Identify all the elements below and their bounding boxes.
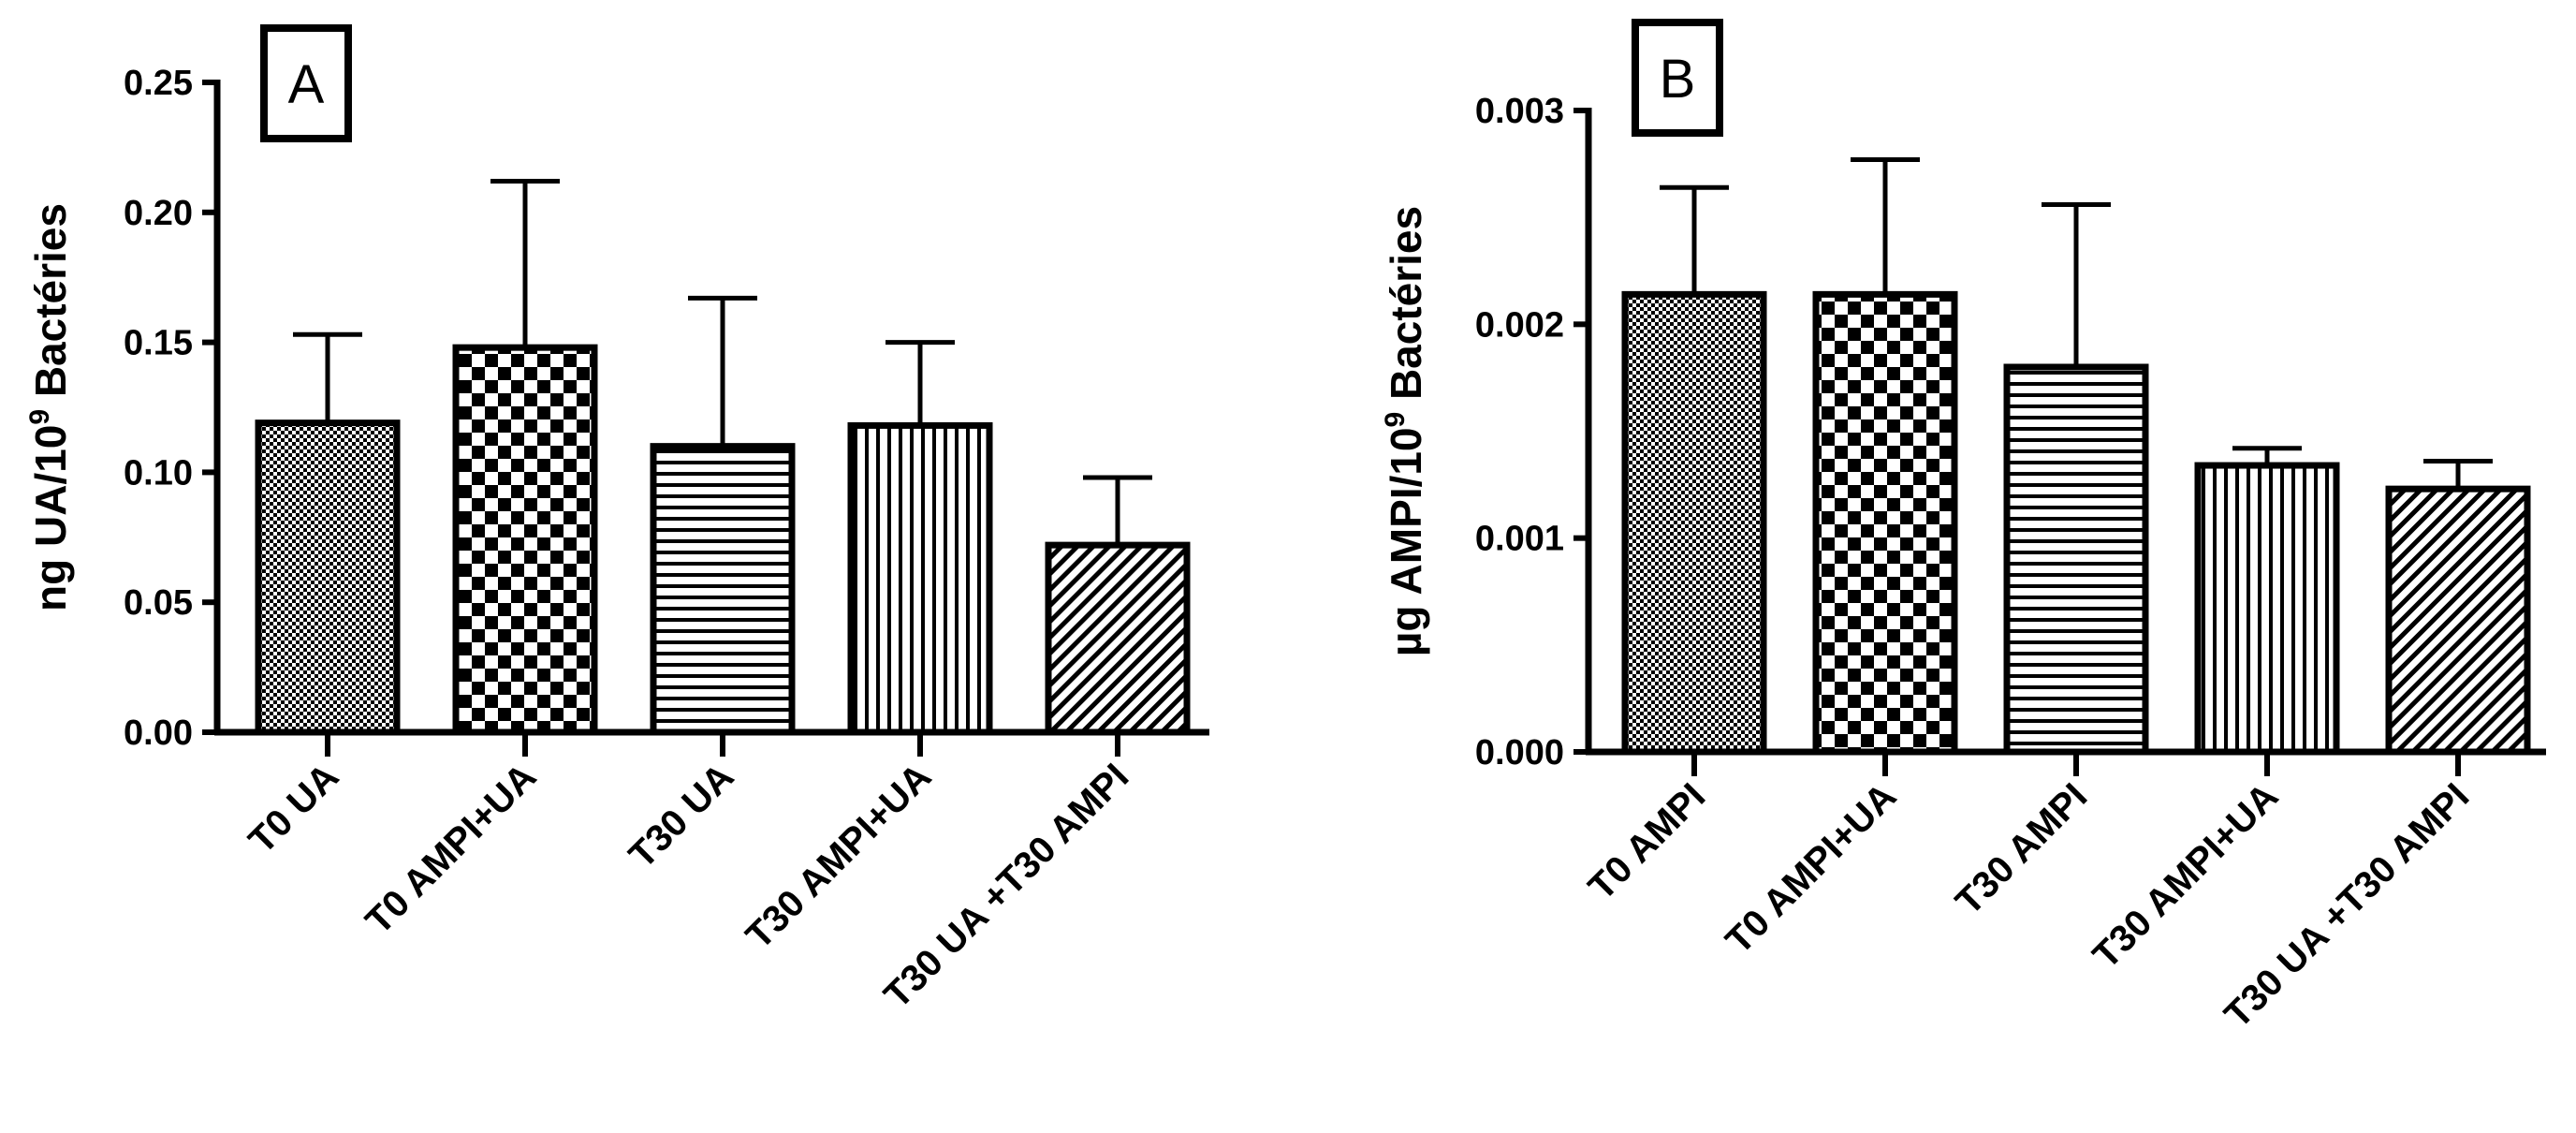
panel-a-bar <box>1045 541 1191 736</box>
panel-a-y-tick-label: 0.25 <box>124 64 193 103</box>
chart-panel-b: 0.000 0.001 0.002 0.003 T0 AMPI T0 AMPI+UA T30… <box>1380 19 2546 1036</box>
panel-a-x-tick-label: T0 UA <box>242 756 347 861</box>
chart-panel-a: 0.00 0.05 0.10 0.15 0.20 0.25 T0 UA T0 AMPI+UA T… <box>24 24 1209 1016</box>
panel-a-y-tick-label: 0.00 <box>124 714 193 753</box>
panel-a-x-tick-label: T30 UA <box>622 756 742 876</box>
panel-a-y-tick-label: 0.20 <box>124 194 193 233</box>
panel-a-x-tick-label: T30 AMPI+UA <box>739 756 940 957</box>
panel-a-bar <box>847 421 993 736</box>
panel-a-label: A <box>288 54 325 115</box>
panel-b-y-tick-label: 0.003 <box>1475 92 1564 131</box>
panel-a-label-box <box>260 24 352 142</box>
panel-b-bar <box>1621 290 1767 756</box>
panel-b-y-axis-title: µg AMPI/109 Bactéries <box>1380 206 1430 656</box>
panel-a-y-axis-title: ng UA/109 Bactéries <box>24 203 75 611</box>
panel-b-bar <box>2385 485 2531 756</box>
panel-a-y-tick-label: 0.15 <box>124 324 193 363</box>
panel-b-y-tick-label: 0.001 <box>1475 520 1564 559</box>
panel-a-y-tick-label: 0.10 <box>124 453 193 493</box>
panel-a-bar <box>452 344 598 736</box>
panel-b-bar <box>2003 363 2149 756</box>
panel-a-y-tick-label: 0.05 <box>124 583 193 623</box>
panel-b-bar <box>1812 290 1958 756</box>
panel-b-x-tick-label: T30 AMPI <box>1948 775 2095 922</box>
panel-b-x-tick-label: T0 AMPI <box>1581 775 1714 908</box>
panel-b-y-tick-label: 0.000 <box>1475 733 1564 772</box>
panel-b-x-tick-label: T0 AMPI+UA <box>1718 775 1904 962</box>
panel-b-label-box <box>1632 19 1723 137</box>
panel-b-label: B <box>1660 49 1696 110</box>
panel-a-bar <box>255 419 401 736</box>
panel-a-bar <box>650 443 796 736</box>
panel-b-x-tick-label: T30 AMPI+UA <box>2086 775 2287 977</box>
panel-b-y-tick-label: 0.002 <box>1475 305 1564 345</box>
panel-b-bar <box>2194 462 2340 756</box>
panel-a-x-tick-label: T0 AMPI+UA <box>358 756 544 942</box>
